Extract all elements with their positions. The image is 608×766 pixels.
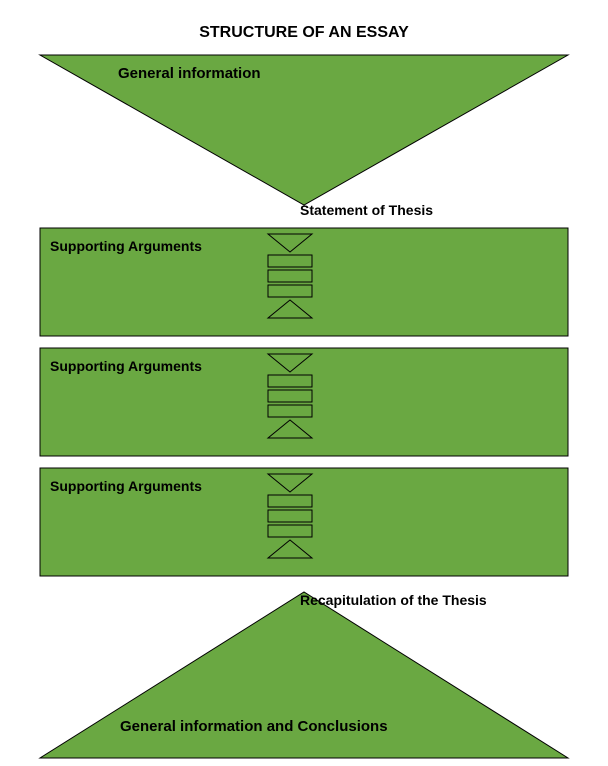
conclusions-label: General information and Conclusions xyxy=(120,718,388,735)
supporting-arguments-label-2: Supporting Arguments xyxy=(50,358,202,374)
essay-structure-diagram xyxy=(0,0,608,766)
diagram-title: STRUCTURE OF AN ESSAY xyxy=(0,24,608,42)
thesis-statement-label: Statement of Thesis xyxy=(300,202,433,218)
supporting-arguments-label-3: Supporting Arguments xyxy=(50,478,202,494)
supporting-arguments-label-1: Supporting Arguments xyxy=(50,238,202,254)
recapitulation-label: Recapitulation of the Thesis xyxy=(300,592,487,608)
general-info-label: General information xyxy=(118,65,261,82)
